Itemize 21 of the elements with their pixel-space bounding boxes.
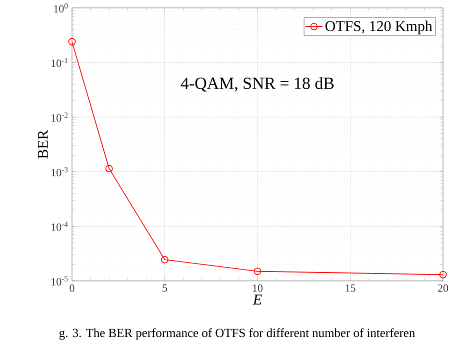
x-axis-title: E: [252, 294, 262, 304]
y-tick-label: 10$^{-3}$: [52, 167, 68, 176]
y-axis-title: BER: [38, 130, 48, 159]
y-tick-label: 10$^{-4}$: [52, 222, 68, 231]
x-tick-label: 10: [253, 284, 263, 292]
point: [254, 268, 262, 276]
point: [439, 271, 447, 278]
x-tick-label: 0: [70, 284, 74, 292]
y-tick-label: 10$^{-2}$: [52, 112, 68, 122]
x-tick-label: 20: [438, 284, 448, 292]
point: [105, 164, 113, 172]
x-tick-label: 5: [162, 284, 168, 292]
legend-label: OTFS, 120 Kmph: [325, 20, 432, 34]
point: [68, 38, 76, 46]
y-tick-label: 10$^{-1}$: [52, 58, 68, 68]
y-tick-label: 10$^{-5}$: [52, 276, 68, 286]
annotation: 4-QAM, SNR = 18 dB: [180, 77, 334, 92]
x-tick-label: 15: [346, 284, 356, 292]
y-tick-label: 10$^{0}$: [54, 3, 68, 13]
point: [161, 256, 168, 264]
text: g. 3. The BER performance of OTFS for different number of interferen: [59, 328, 415, 340]
